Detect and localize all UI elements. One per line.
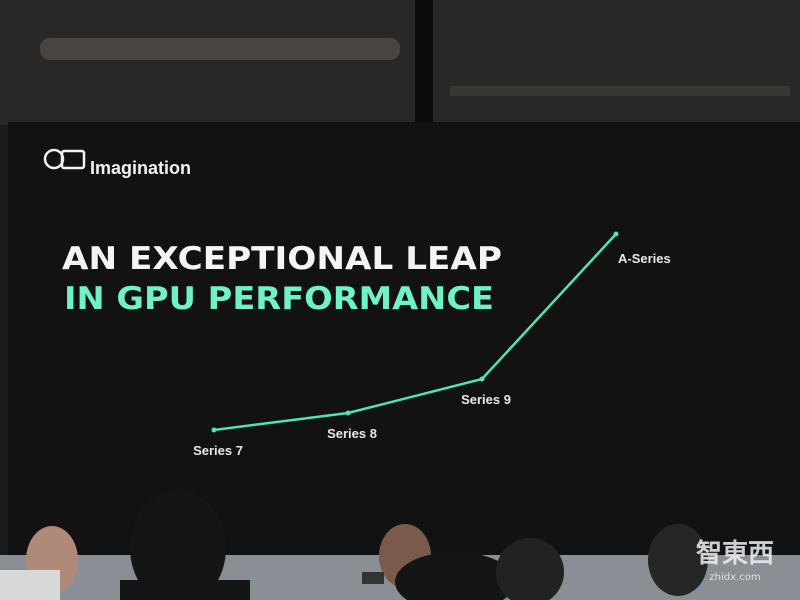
logo-icon	[60, 149, 86, 170]
watermark-site: zhidx.com	[709, 572, 760, 583]
point-label: Series 9	[461, 392, 511, 407]
point	[613, 231, 619, 237]
point-label: Series 7	[193, 443, 243, 458]
watermark: 智東西	[696, 539, 774, 569]
logo: Imagination	[43, 148, 191, 178]
logo-text: Imagination	[90, 158, 191, 178]
point	[345, 410, 351, 416]
point-label: Series 8	[327, 426, 377, 441]
ceiling	[0, 0, 800, 125]
title-line: AN EXCEPTIONAL LEAP	[62, 241, 502, 277]
pillar	[415, 0, 433, 140]
slide	[8, 122, 800, 560]
ceiling-light	[40, 38, 400, 60]
point	[479, 376, 485, 382]
point-label: A-Series	[618, 251, 671, 266]
line	[213, 233, 617, 432]
point	[211, 427, 217, 433]
audience	[0, 490, 708, 600]
ceiling-light	[450, 86, 790, 96]
title-line: IN GPU PERFORMANCE	[64, 281, 494, 317]
